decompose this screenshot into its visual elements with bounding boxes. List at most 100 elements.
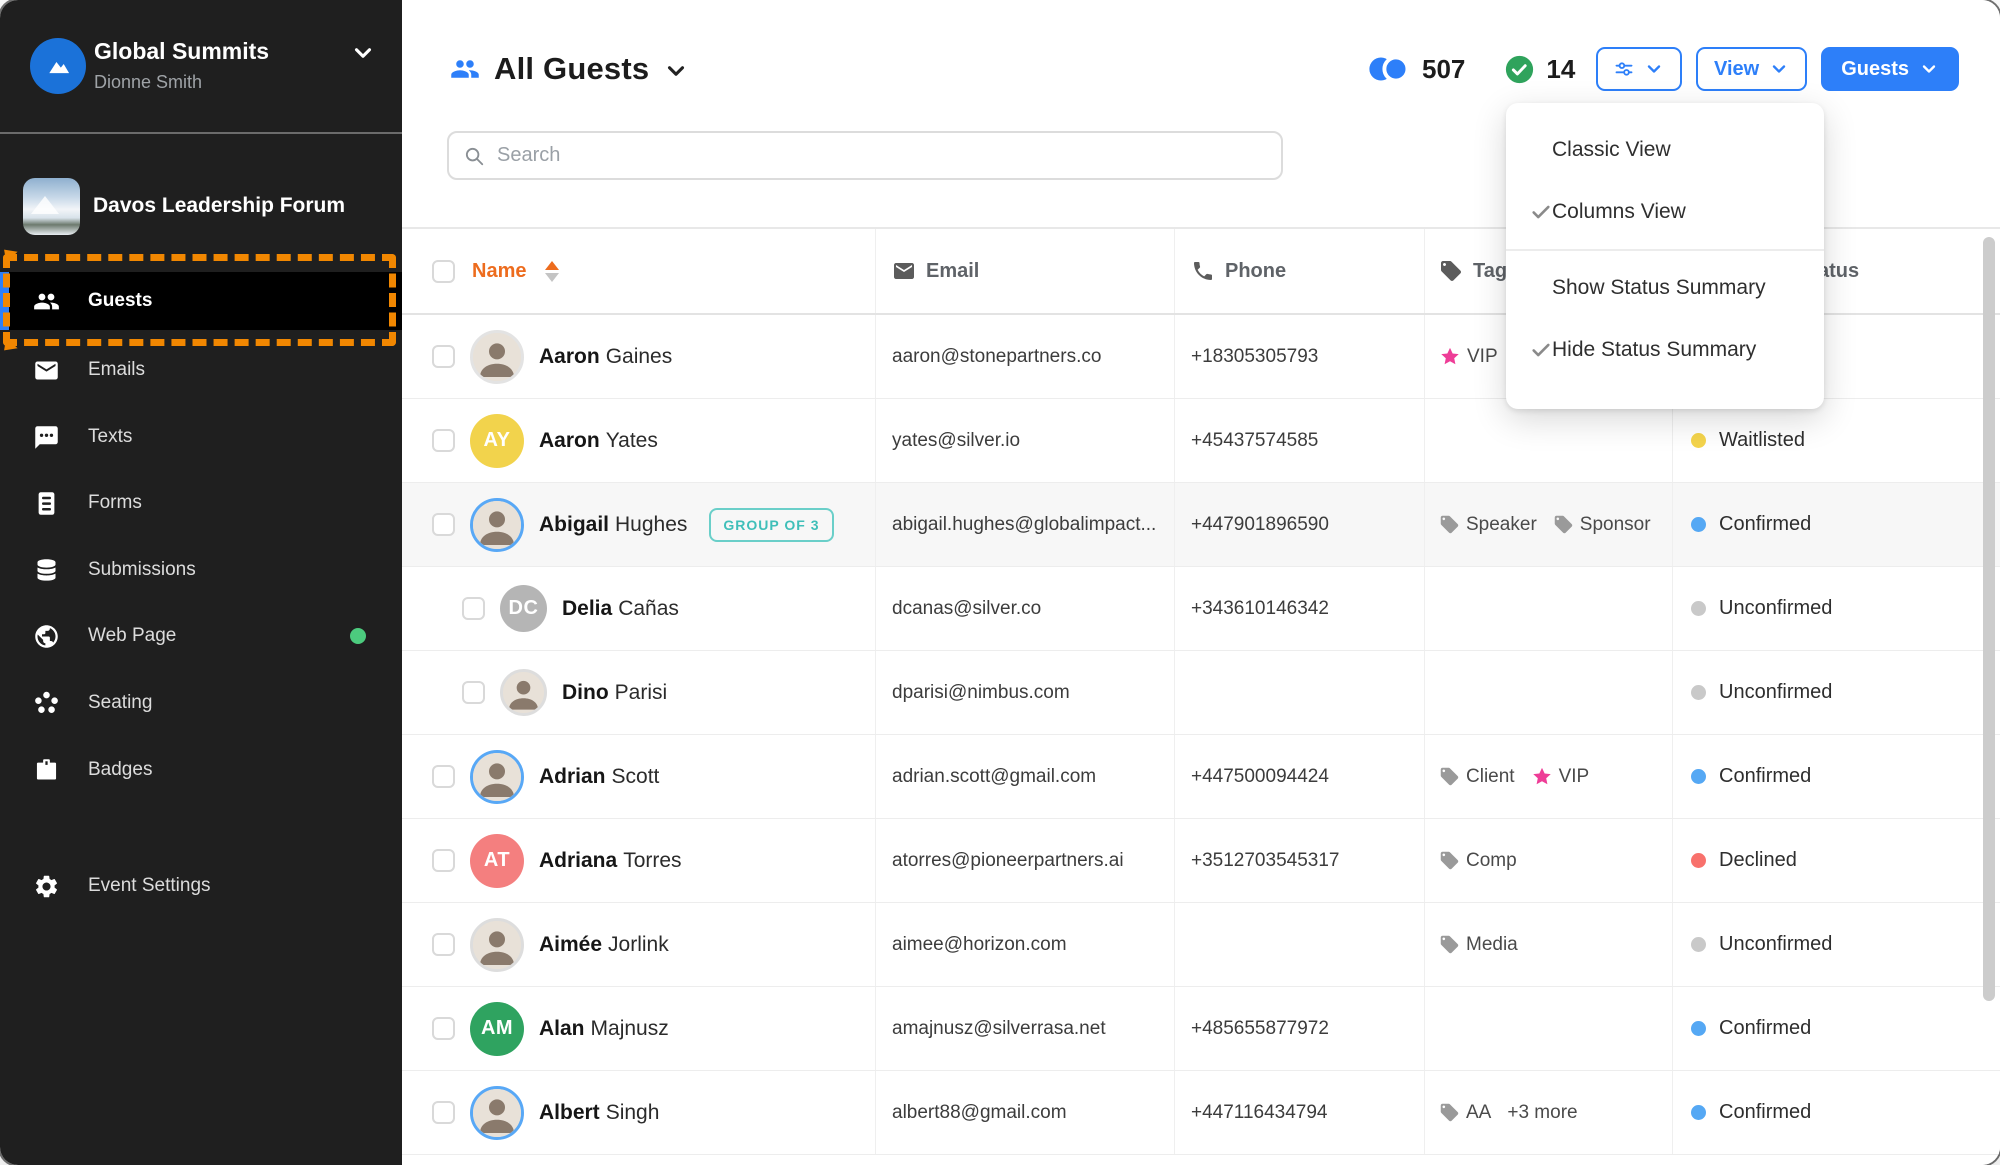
row-checkbox[interactable] — [432, 933, 455, 956]
avatar: DC — [500, 585, 547, 632]
guest-name: Aaron Gaines — [539, 344, 673, 368]
guest-email: aaron@stonepartners.co — [875, 315, 1174, 398]
status-label: Confirmed — [1719, 513, 1812, 535]
sidebar-item-label: Guests — [88, 290, 153, 311]
sidebar-item-event-settings[interactable]: Event Settings — [0, 853, 402, 919]
table-row[interactable]: Aimée Jorlink aimee@horizon.com Media Unc… — [402, 903, 2000, 987]
guest-phone: +45437574585 — [1174, 399, 1424, 482]
column-header-email[interactable]: Email — [875, 229, 1174, 313]
select-all-checkbox[interactable] — [432, 259, 455, 283]
menu-item-hide-status-summary[interactable]: Hide Status Summary — [1506, 319, 1824, 381]
vip-tag: VIP — [1531, 766, 1589, 788]
sidebar-item-web-page[interactable]: Web Page — [0, 603, 402, 669]
guest-status: Confirmed — [1672, 735, 2000, 818]
view-button[interactable]: View — [1695, 47, 1808, 91]
row-checkbox[interactable] — [432, 1017, 455, 1040]
sidebar-item-submissions[interactable]: Submissions — [0, 537, 402, 603]
sidebar-item-guests[interactable]: Guests — [0, 268, 402, 334]
table-row-group-member[interactable]: DC Delia Cañas dcanas@silver.co +34361014… — [402, 567, 2000, 651]
page-title-bar[interactable]: All Guests — [450, 41, 689, 97]
table-row[interactable]: AT Adriana Torres atorres@pioneerpartners… — [402, 819, 2000, 903]
tag-icon — [1553, 514, 1574, 535]
guest-email: amajnusz@silverrasa.net — [875, 987, 1174, 1070]
sidebar-item-texts[interactable]: Texts — [0, 404, 402, 470]
row-checkbox[interactable] — [462, 681, 485, 704]
tag-chip: Comp — [1439, 850, 1517, 872]
row-checkbox[interactable] — [462, 597, 485, 620]
table-row[interactable]: AM Alan Majnusz amajnusz@silverrasa.net +… — [402, 987, 2000, 1071]
sidebar-item-label: Forms — [88, 492, 142, 513]
view-button-label: View — [1713, 57, 1760, 80]
guest-status: Unconfirmed — [1672, 903, 2000, 986]
sidebar-item-forms[interactable]: Forms — [0, 470, 402, 536]
row-checkbox[interactable] — [432, 513, 455, 536]
row-checkbox[interactable] — [432, 1101, 455, 1124]
table-row[interactable]: AY Aaron Yates yates@silver.io +454375745… — [402, 399, 2000, 483]
row-checkbox[interactable] — [432, 345, 455, 368]
guests-icon — [450, 54, 480, 84]
status-dot — [1691, 685, 1706, 700]
sidebar-item-label: Submissions — [88, 559, 196, 580]
status-dot — [1691, 937, 1706, 952]
status-label: Confirmed — [1719, 765, 1812, 787]
chevron-down-icon[interactable] — [663, 58, 689, 84]
event-header[interactable]: Davos Leadership Forum — [0, 170, 402, 244]
row-checkbox[interactable] — [432, 429, 455, 452]
status-label: Unconfirmed — [1719, 681, 1833, 703]
column-header-name[interactable]: Name — [402, 229, 875, 313]
guest-email: dparisi@nimbus.com — [875, 651, 1174, 734]
avatar: AT — [470, 833, 524, 888]
column-header-phone[interactable]: Phone — [1174, 229, 1424, 313]
guest-tags: VIP — [1424, 315, 1672, 398]
sidebar-item-label: Web Page — [88, 625, 177, 646]
menu-item-classic-view[interactable]: Classic View — [1552, 138, 1671, 161]
table-row[interactable]: Adrian Scott adrian.scott@gmail.com +4475… — [402, 735, 2000, 819]
row-checkbox[interactable] — [432, 765, 455, 788]
sidebar-item-label: Texts — [88, 426, 133, 447]
status-dot — [1691, 853, 1706, 868]
guest-phone: +3512703545317 — [1174, 819, 1424, 902]
account-switcher[interactable]: Global Summits Dionne Smith — [0, 0, 402, 134]
guest-status: Confirmed — [1672, 483, 2000, 566]
guests-button[interactable]: Guests — [1821, 47, 1959, 91]
avatar: AM — [470, 1001, 524, 1056]
status-dot — [1691, 1105, 1706, 1120]
status-label: Confirmed — [1719, 1101, 1812, 1123]
sidebar-item-badges[interactable]: Badges — [0, 737, 402, 803]
sidebar: Global Summits Dionne Smith Davos Leader… — [0, 0, 402, 1165]
menu-item-show-status-summary[interactable]: Show Status Summary — [1552, 275, 1766, 299]
sidebar-item-emails[interactable]: Emails — [0, 337, 402, 403]
more-tags-label[interactable]: +3 more — [1507, 1101, 1578, 1123]
menu-item-columns-view[interactable]: Columns View — [1506, 181, 1824, 243]
sidebar-item-label: Seating — [88, 692, 153, 713]
chevron-down-icon[interactable] — [350, 40, 376, 66]
sidebar-item-seating[interactable]: Seating — [0, 670, 402, 736]
check-icon — [1530, 338, 1552, 362]
avatar — [470, 1085, 524, 1140]
guest-tags — [1424, 399, 1672, 482]
search-bar[interactable] — [447, 131, 1283, 180]
row-checkbox[interactable] — [432, 849, 455, 872]
tag-icon — [1439, 514, 1460, 535]
search-input[interactable] — [497, 144, 1267, 167]
filter-button[interactable] — [1595, 47, 1682, 91]
org-user: Dionne Smith — [94, 72, 203, 92]
chevron-down-icon — [1644, 59, 1664, 79]
tag-icon — [1439, 850, 1460, 871]
chat-icon — [33, 424, 60, 451]
table-row-group-member[interactable]: Dino Parisi dparisi@nimbus.com Unconfirme… — [402, 651, 2000, 735]
guest-email: dcanas@silver.co — [875, 567, 1174, 650]
guest-tags: Media — [1424, 903, 1672, 986]
chevron-down-icon — [1769, 59, 1789, 79]
table-row-group-parent[interactable]: Abigail Hughes GROUP OF 3 abigail.hughes@… — [402, 483, 2000, 567]
guest-status: Declined — [1672, 819, 2000, 902]
guest-name: Abigail Hughes — [539, 512, 688, 536]
avatar — [470, 329, 524, 384]
group-badge[interactable]: GROUP OF 3 — [709, 507, 834, 542]
chevron-down-icon — [1919, 59, 1939, 79]
scrollbar-thumb[interactable] — [1983, 237, 1995, 1001]
table-row[interactable]: Albert Singh albert88@gmail.com +44711643… — [402, 1071, 2000, 1155]
guest-phone: +447901896590 — [1174, 483, 1424, 566]
guest-phone: +343610146342 — [1174, 567, 1424, 650]
guest-name: Adriana Torres — [539, 848, 682, 872]
